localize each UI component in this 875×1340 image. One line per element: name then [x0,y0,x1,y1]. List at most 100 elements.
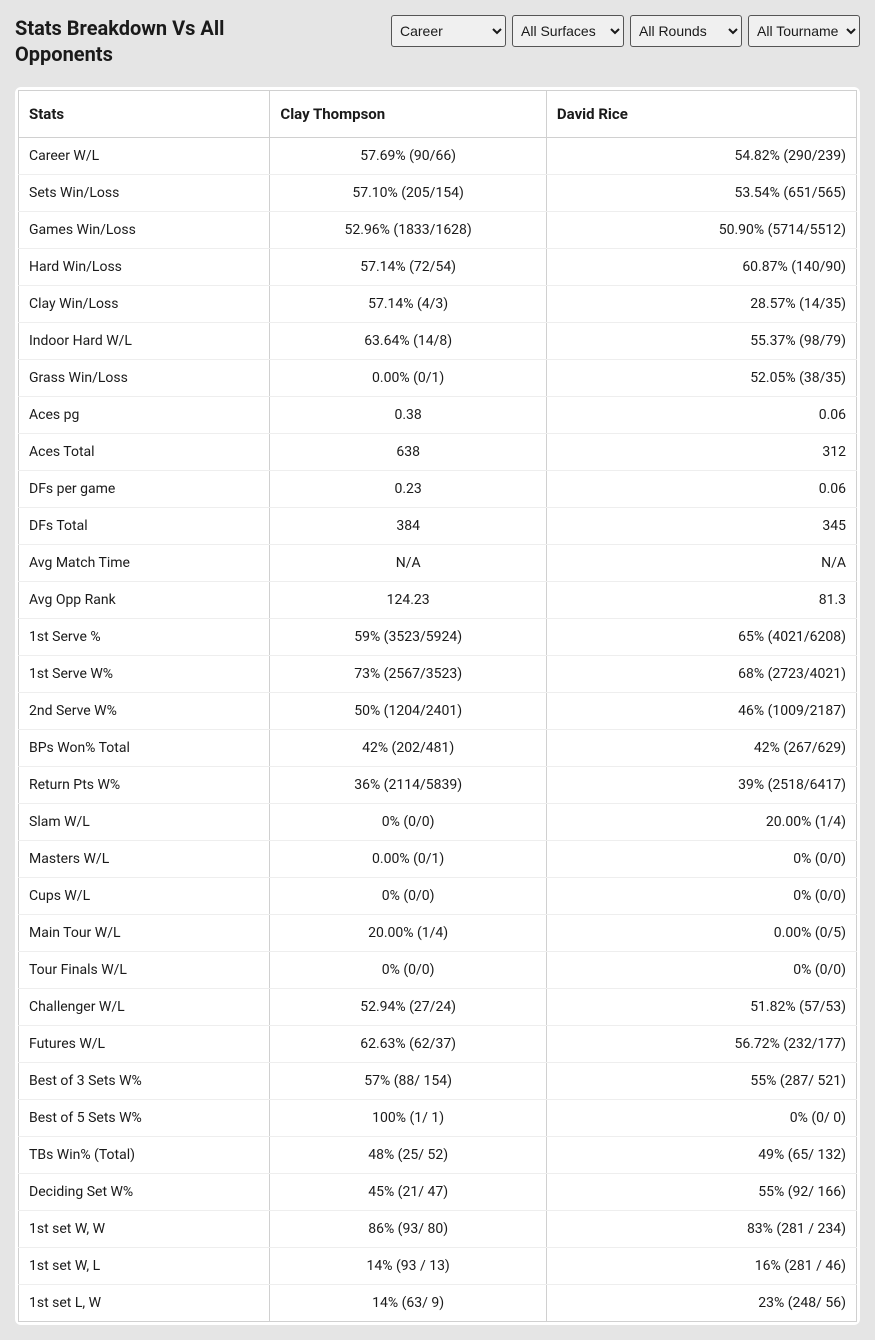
player1-value: 52.94% (27/24) [270,989,547,1026]
table-row: 1st Serve W%73% (2567/3523)68% (2723/402… [19,656,857,693]
player1-value: 50% (1204/2401) [270,693,547,730]
table-row: Sets Win/Loss57.10% (205/154)53.54% (651… [19,175,857,212]
stat-label: 1st set L, W [19,1285,270,1322]
player2-value: 55% (287/ 521) [546,1063,856,1100]
table-row: Return Pts W%36% (2114/5839)39% (2518/64… [19,767,857,804]
player1-value: 52.96% (1833/1628) [270,212,547,249]
player2-value: 0% (0/0) [546,878,856,915]
stat-label: Avg Opp Rank [19,582,270,619]
header-row: Stats Breakdown Vs All Opponents Career … [15,15,860,67]
stat-label: Aces Total [19,434,270,471]
player2-value: 0.06 [546,397,856,434]
stat-label: Challenger W/L [19,989,270,1026]
player2-value: 54.82% (290/239) [546,138,856,175]
table-row: Slam W/L0% (0/0)20.00% (1/4) [19,804,857,841]
player2-value: 53.54% (651/565) [546,175,856,212]
player2-value: 0% (0/0) [546,952,856,989]
table-row: 1st set L, W14% (63/ 9)23% (248/ 56) [19,1285,857,1322]
player2-value: 42% (267/629) [546,730,856,767]
player1-value: 0.23 [270,471,547,508]
stat-label: Slam W/L [19,804,270,841]
stat-label: Hard Win/Loss [19,249,270,286]
player2-value: 68% (2723/4021) [546,656,856,693]
player2-value: 23% (248/ 56) [546,1285,856,1322]
table-row: TBs Win% (Total)48% (25/ 52)49% (65/ 132… [19,1137,857,1174]
table-row: Clay Win/Loss57.14% (4/3)28.57% (14/35) [19,286,857,323]
player2-value: 39% (2518/6417) [546,767,856,804]
stat-label: Return Pts W% [19,767,270,804]
stat-label: Games Win/Loss [19,212,270,249]
tournaments-select[interactable]: All Tournaments [748,15,860,47]
stat-label: 2nd Serve W% [19,693,270,730]
filters-group: Career All Surfaces All Rounds All Tourn… [391,15,860,47]
player2-value: 83% (281 / 234) [546,1211,856,1248]
player1-value: 384 [270,508,547,545]
rounds-select[interactable]: All Rounds [630,15,742,47]
table-row: Cups W/L0% (0/0)0% (0/0) [19,878,857,915]
stat-label: Grass Win/Loss [19,360,270,397]
period-select[interactable]: Career [391,15,506,47]
player1-value: 57.14% (4/3) [270,286,547,323]
player2-value: 51.82% (57/53) [546,989,856,1026]
stat-label: TBs Win% (Total) [19,1137,270,1174]
stat-label: Cups W/L [19,878,270,915]
player2-value: 55.37% (98/79) [546,323,856,360]
player1-value: 124.23 [270,582,547,619]
stat-label: DFs Total [19,508,270,545]
stat-label: Tour Finals W/L [19,952,270,989]
player2-value: 49% (65/ 132) [546,1137,856,1174]
table-row: Masters W/L0.00% (0/1)0% (0/0) [19,841,857,878]
player2-value: 55% (92/ 166) [546,1174,856,1211]
table-row: Best of 3 Sets W%57% (88/ 154)55% (287/ … [19,1063,857,1100]
table-header-row: Stats Clay Thompson David Rice [19,91,857,138]
player2-value: 0% (0/ 0) [546,1100,856,1137]
stat-label: Clay Win/Loss [19,286,270,323]
player1-value: 0% (0/0) [270,804,547,841]
player1-value: 36% (2114/5839) [270,767,547,804]
player1-value: 0% (0/0) [270,952,547,989]
column-header-stats: Stats [19,91,270,138]
table-row: Deciding Set W%45% (21/ 47)55% (92/ 166) [19,1174,857,1211]
stat-label: Masters W/L [19,841,270,878]
player2-value: N/A [546,545,856,582]
player2-value: 312 [546,434,856,471]
player2-value: 345 [546,508,856,545]
stat-label: Avg Match Time [19,545,270,582]
player1-value: 14% (63/ 9) [270,1285,547,1322]
player1-value: 0.38 [270,397,547,434]
player2-value: 16% (281 / 46) [546,1248,856,1285]
player2-value: 81.3 [546,582,856,619]
player1-value: 20.00% (1/4) [270,915,547,952]
stat-label: BPs Won% Total [19,730,270,767]
stat-label: DFs per game [19,471,270,508]
table-row: Avg Opp Rank124.2381.3 [19,582,857,619]
table-row: Career W/L57.69% (90/66)54.82% (290/239) [19,138,857,175]
stat-label: 1st set W, L [19,1248,270,1285]
table-row: Main Tour W/L20.00% (1/4)0.00% (0/5) [19,915,857,952]
stat-label: Best of 3 Sets W% [19,1063,270,1100]
table-row: Futures W/L62.63% (62/37)56.72% (232/177… [19,1026,857,1063]
table-row: DFs Total384345 [19,508,857,545]
player1-value: 0.00% (0/1) [270,360,547,397]
table-row: Aces Total638312 [19,434,857,471]
stats-table: Stats Clay Thompson David Rice Career W/… [18,90,857,1322]
player1-value: 0% (0/0) [270,878,547,915]
player2-value: 0.06 [546,471,856,508]
table-row: Challenger W/L52.94% (27/24)51.82% (57/5… [19,989,857,1026]
table-row: Avg Match TimeN/AN/A [19,545,857,582]
player1-value: N/A [270,545,547,582]
stat-label: Deciding Set W% [19,1174,270,1211]
player2-value: 52.05% (38/35) [546,360,856,397]
player2-value: 56.72% (232/177) [546,1026,856,1063]
table-row: Tour Finals W/L0% (0/0)0% (0/0) [19,952,857,989]
player1-value: 57.14% (72/54) [270,249,547,286]
table-row: 2nd Serve W%50% (1204/2401)46% (1009/218… [19,693,857,730]
player2-value: 0.00% (0/5) [546,915,856,952]
player1-value: 59% (3523/5924) [270,619,547,656]
player1-value: 45% (21/ 47) [270,1174,547,1211]
surface-select[interactable]: All Surfaces [512,15,624,47]
table-row: 1st set W, W86% (93/ 80)83% (281 / 234) [19,1211,857,1248]
stat-label: Indoor Hard W/L [19,323,270,360]
page-title: Stats Breakdown Vs All Opponents [15,15,315,67]
player1-value: 100% (1/ 1) [270,1100,547,1137]
